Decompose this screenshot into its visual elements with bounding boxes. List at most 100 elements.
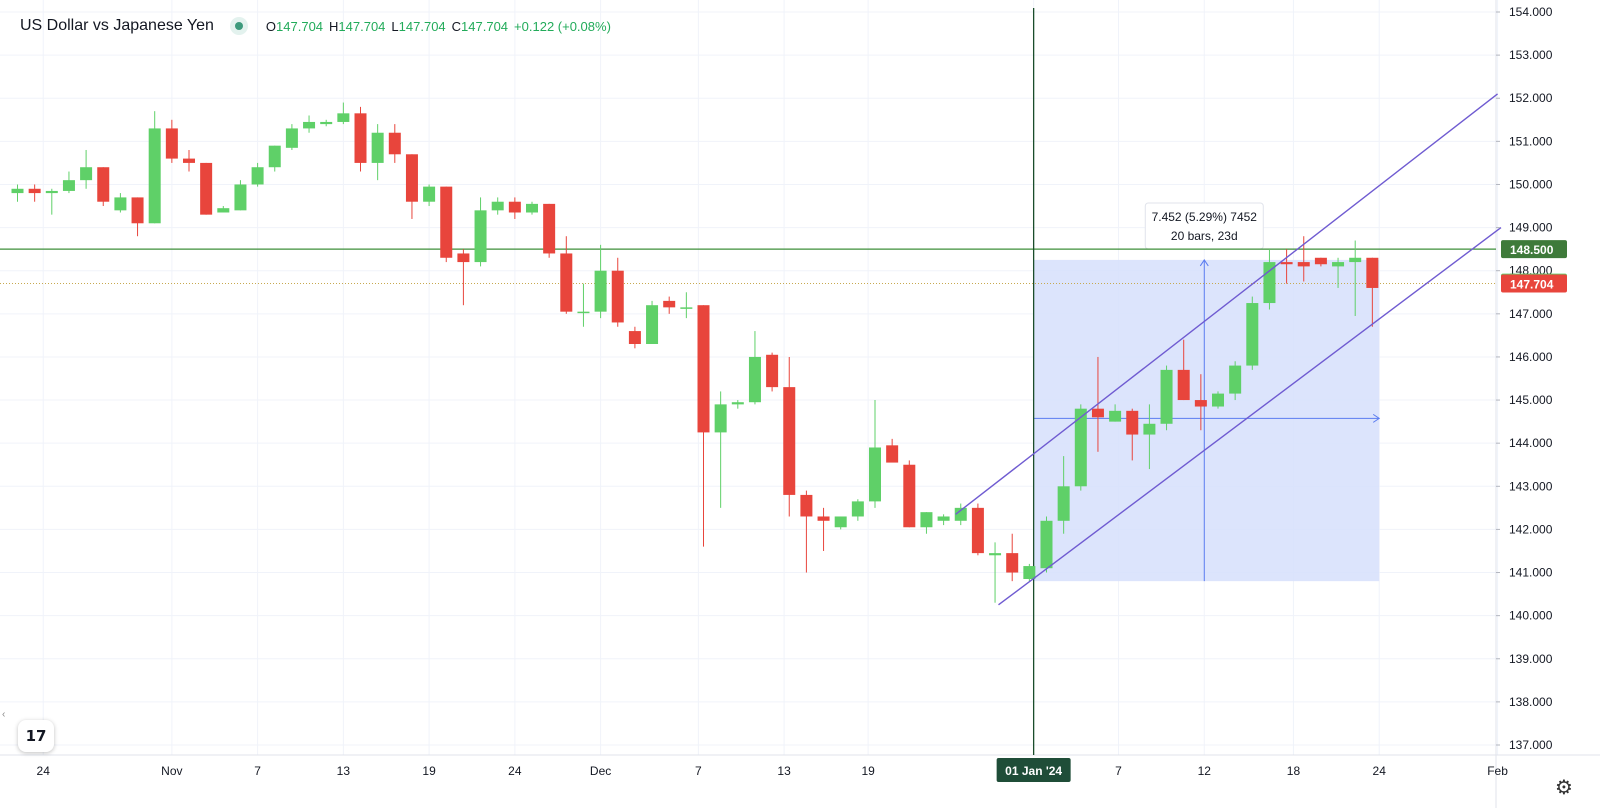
- candle-body: [148, 128, 161, 224]
- candle-body: [886, 445, 899, 463]
- candle-body: [354, 113, 367, 163]
- candle-body: [1349, 257, 1362, 263]
- candle-body: [320, 121, 333, 125]
- candle-body: [834, 516, 847, 528]
- price-axis-tick: 140.000: [1509, 609, 1553, 623]
- price-axis-tick: 141.000: [1509, 566, 1553, 580]
- time-axis-tick: 19: [422, 764, 436, 778]
- measure-label-bars: 20 bars, 23d: [1171, 229, 1238, 243]
- candle-body: [337, 113, 350, 122]
- candle-body: [457, 253, 470, 263]
- candle-body: [1109, 410, 1122, 422]
- candle-body: [937, 516, 950, 521]
- candle-body: [1366, 257, 1379, 288]
- channel-lower-line: [998, 227, 1502, 606]
- price-axis-tick: 150.000: [1509, 177, 1553, 191]
- candle-body: [1126, 410, 1139, 435]
- channel-upper-line: [955, 93, 1498, 515]
- candle-body: [303, 121, 316, 129]
- time-axis-tick: 19: [861, 764, 875, 778]
- close-label: C: [451, 18, 462, 34]
- time-axis-tick: 13: [777, 764, 791, 778]
- symbol-title[interactable]: US Dollar vs Japanese Yen: [20, 17, 214, 34]
- candle-body: [971, 507, 984, 554]
- candle-body: [800, 494, 813, 517]
- market-status-icon[interactable]: [229, 17, 248, 35]
- scroll-left-icon[interactable]: ‹: [2, 709, 6, 720]
- candle-body: [903, 464, 916, 528]
- open-value: 147.704: [276, 18, 324, 34]
- candle-body: [1040, 520, 1053, 569]
- candle-body: [920, 512, 933, 528]
- candle-body: [954, 507, 967, 521]
- time-axis-tick: 24: [1373, 764, 1387, 778]
- time-axis-tick: Dec: [590, 764, 611, 778]
- price-axis-tick: 149.000: [1509, 221, 1553, 235]
- measure-label-change: 7.452 (5.29%) 7452: [1152, 210, 1258, 224]
- candle-body: [766, 354, 779, 388]
- candle-body: [628, 331, 641, 345]
- price-axis-tick: 143.000: [1509, 479, 1553, 493]
- time-axis-tick: 18: [1287, 764, 1301, 778]
- time-axis-tick: 12: [1198, 764, 1212, 778]
- price-axis-tick: 153.000: [1509, 48, 1553, 62]
- candle-body: [217, 208, 230, 213]
- settings-gear-icon[interactable]: ⚙: [1555, 777, 1573, 799]
- candle-body: [97, 167, 110, 202]
- candle-body: [1332, 262, 1345, 267]
- time-axis-tick-highlight: 01 Jan '24: [1005, 764, 1062, 778]
- candle-body: [1091, 408, 1104, 418]
- price-axis-tick: 139.000: [1509, 652, 1553, 666]
- candle-body: [200, 162, 213, 215]
- ohlc-legend: O147.704 H147.704 L147.704 C147.704 +0.1…: [266, 19, 611, 34]
- candle-body: [28, 188, 41, 194]
- candle-body: [251, 167, 264, 185]
- candle-body: [577, 311, 590, 314]
- time-axis-tick: 7: [695, 764, 702, 778]
- price-axis-tick: 145.000: [1509, 393, 1553, 407]
- time-axis-tick: 7: [254, 764, 261, 778]
- candle-body: [560, 253, 573, 312]
- candle-body: [1143, 423, 1156, 435]
- candle-body: [989, 553, 1002, 556]
- candle-body: [1297, 262, 1310, 267]
- price-axis-tick: 138.000: [1509, 695, 1553, 709]
- price-axis-tick: 154.000: [1509, 5, 1553, 19]
- change-value: +0.122 (+0.08%): [514, 18, 611, 34]
- candle-body: [594, 270, 607, 312]
- candle-body: [1314, 257, 1327, 265]
- candle-body: [1006, 553, 1019, 573]
- candle-body: [1057, 486, 1070, 521]
- candle-body: [440, 186, 453, 258]
- time-axis-tick: 24: [37, 764, 51, 778]
- time-axis-tick: 13: [337, 764, 351, 778]
- last-price-tag: [1501, 274, 1567, 293]
- tradingview-logo-icon[interactable]: 17: [18, 720, 54, 752]
- time-axis-highlight: [996, 758, 1071, 782]
- candle-body: [1194, 400, 1207, 407]
- candle-body: [1246, 303, 1259, 366]
- high-label: H: [329, 18, 339, 34]
- candle-body: [526, 203, 538, 213]
- candle-body: [697, 305, 710, 433]
- candle-body: [80, 167, 93, 181]
- candle-body: [131, 197, 144, 224]
- candle-body: [183, 158, 195, 163]
- time-axis-tick: Feb: [1487, 764, 1508, 778]
- price-axis-tick: 152.000: [1509, 91, 1553, 105]
- candle-body: [1280, 262, 1293, 265]
- price-axis-tick: 142.000: [1509, 522, 1553, 536]
- candle-body: [474, 210, 487, 263]
- open-label: O: [265, 18, 277, 34]
- candle-body: [611, 270, 624, 323]
- candle-body: [680, 307, 693, 309]
- chart-header: US Dollar vs Japanese Yen O147.704 H147.…: [20, 14, 611, 38]
- candle-body: [508, 201, 521, 213]
- candle-body: [817, 516, 830, 521]
- level-price-text: 148.500: [1510, 243, 1554, 257]
- candle-body: [1074, 408, 1087, 487]
- time-axis-tick: 7: [1115, 764, 1122, 778]
- candle-body: [11, 188, 24, 194]
